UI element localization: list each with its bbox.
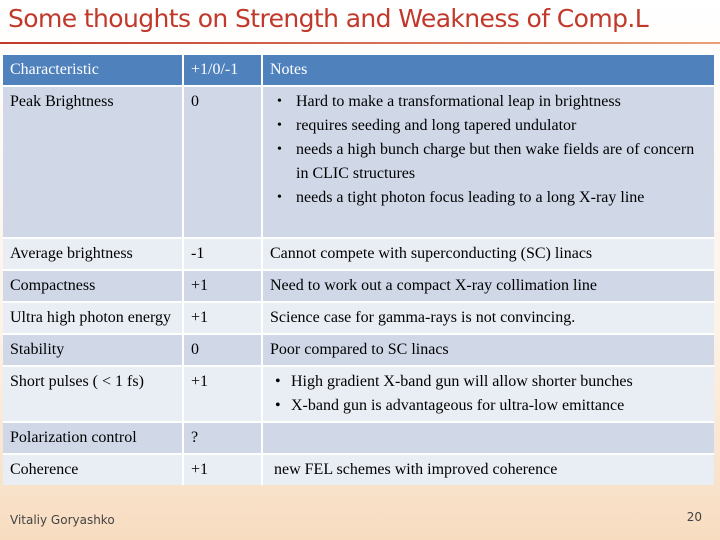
header-notes: Notes	[261, 53, 714, 86]
header-score: +1/0/-1	[182, 53, 262, 86]
cell-notes: Cannot compete with superconducting (SC)…	[261, 237, 714, 270]
page-number: 20	[686, 510, 702, 524]
cell-notes: Poor compared to SC linacs	[261, 333, 714, 366]
cell-characteristic: Ultra high photon energy	[3, 301, 183, 334]
cell-score: +1	[182, 365, 262, 422]
table-row: Ultra high photon energy +1 Science case…	[3, 301, 714, 334]
cell-characteristic: Polarization control	[3, 421, 183, 454]
cell-score: 0	[182, 85, 262, 238]
cell-characteristic: Short pulses ( < 1 fs)	[3, 365, 183, 422]
note-bullet: X-band gun is advantageous for ultra-low…	[275, 394, 707, 418]
cell-notes: new FEL schemes with improved coherence	[261, 453, 714, 485]
cell-characteristic: Coherence	[3, 453, 183, 485]
cell-characteristic: Average brightness	[3, 237, 183, 270]
cell-score: 0	[182, 333, 262, 366]
table-row: Stability 0 Poor compared to SC linacs	[3, 333, 714, 366]
slide-title: Some thoughts on Strength and Weakness o…	[8, 4, 649, 33]
table-row: Peak Brightness 0 Hard to make a transfo…	[3, 85, 714, 238]
note-bullet: High gradient X-band gun will allow shor…	[275, 370, 707, 394]
cell-notes: Need to work out a compact X-ray collima…	[261, 269, 714, 302]
cell-notes: High gradient X-band gun will allow shor…	[261, 365, 714, 422]
cell-score: -1	[182, 237, 262, 270]
cell-score: +1	[182, 453, 262, 485]
cell-score: +1	[182, 301, 262, 334]
table-header-row: Characteristic +1/0/-1 Notes	[3, 53, 714, 86]
header-characteristic: Characteristic	[3, 53, 183, 86]
table-row: Average brightness -1 Cannot compete wit…	[3, 237, 714, 270]
table-row: Compactness +1 Need to work out a compac…	[3, 269, 714, 302]
cell-characteristic: Stability	[3, 333, 183, 366]
cell-notes	[261, 421, 714, 454]
cell-score: ?	[182, 421, 262, 454]
author-name: Vitaliy Goryashko	[10, 513, 115, 527]
note-bullet: requires seeding and long tapered undula…	[277, 114, 707, 138]
cell-score: +1	[182, 269, 262, 302]
title-divider	[0, 42, 720, 44]
cell-notes: Hard to make a transformational leap in …	[261, 85, 714, 238]
cell-characteristic: Compactness	[3, 269, 183, 302]
table-row: Coherence +1 new FEL schemes with improv…	[3, 453, 714, 485]
table-row: Polarization control ?	[3, 421, 714, 454]
cell-characteristic: Peak Brightness	[3, 85, 183, 238]
table-row: Short pulses ( < 1 fs) +1 High gradient …	[3, 365, 714, 422]
note-bullet: Hard to make a transformational leap in …	[277, 90, 707, 114]
cell-notes: Science case for gamma-rays is not convi…	[261, 301, 714, 334]
strength-weakness-table: Characteristic +1/0/-1 Notes Peak Bright…	[3, 53, 714, 485]
note-bullet: needs a high bunch charge but then wake …	[277, 138, 707, 186]
note-bullet: needs a tight photon focus leading to a …	[277, 186, 707, 210]
